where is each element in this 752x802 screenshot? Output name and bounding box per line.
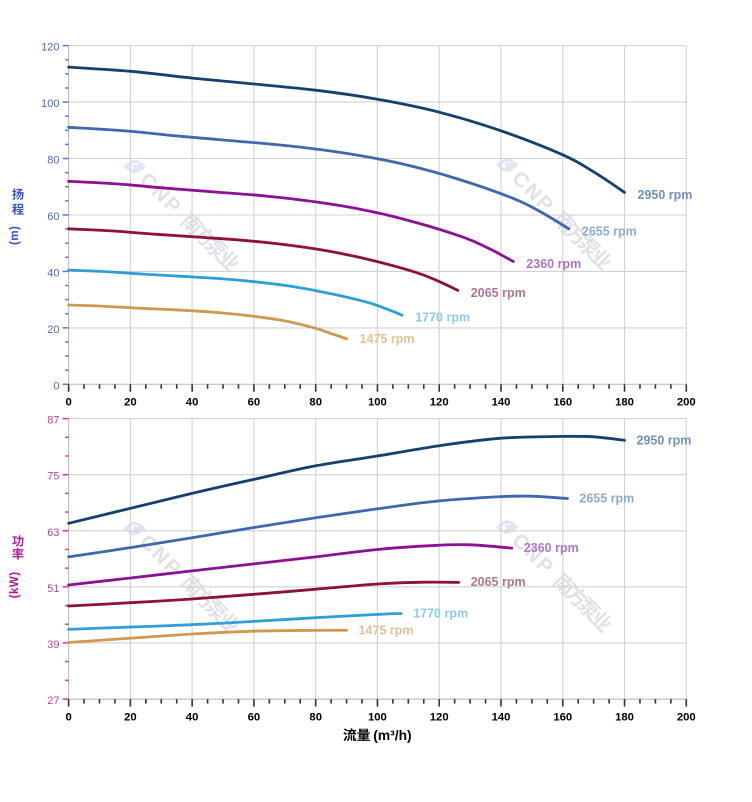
svg-text:1770 rpm: 1770 rpm	[415, 311, 470, 325]
svg-text:100: 100	[368, 711, 387, 723]
svg-text:(m³/h): (m³/h)	[373, 728, 411, 743]
svg-text:40: 40	[186, 711, 199, 723]
svg-text:(kW): (kW)	[9, 571, 21, 598]
svg-text:140: 140	[492, 711, 511, 723]
svg-text:120: 120	[430, 711, 449, 723]
svg-text:2655 rpm: 2655 rpm	[579, 492, 634, 506]
svg-text:80: 80	[309, 711, 322, 723]
svg-text:20: 20	[47, 324, 59, 336]
svg-text:1475 rpm: 1475 rpm	[359, 623, 414, 637]
svg-text:2950 rpm: 2950 rpm	[637, 433, 692, 447]
svg-text:1475 rpm: 1475 rpm	[360, 332, 415, 346]
svg-text:2065 rpm: 2065 rpm	[471, 575, 526, 589]
svg-text:27: 27	[47, 695, 59, 707]
svg-text:1770 rpm: 1770 rpm	[413, 607, 468, 621]
svg-text:2950 rpm: 2950 rpm	[638, 188, 693, 202]
svg-text:60: 60	[47, 211, 59, 223]
svg-text:180: 180	[615, 711, 634, 723]
svg-text:180: 180	[615, 397, 634, 409]
svg-text:0: 0	[65, 711, 71, 723]
svg-text:0: 0	[53, 380, 59, 392]
svg-text:80: 80	[47, 155, 59, 167]
svg-text:40: 40	[47, 267, 59, 279]
svg-text:160: 160	[553, 711, 572, 723]
svg-text:100: 100	[368, 397, 387, 409]
svg-text:2360 rpm: 2360 rpm	[526, 257, 581, 271]
svg-text:200: 200	[677, 711, 696, 723]
svg-text:140: 140	[492, 397, 511, 409]
svg-text:100: 100	[41, 98, 59, 110]
svg-text:(m): (m)	[9, 226, 21, 245]
svg-text:87: 87	[47, 415, 59, 427]
svg-text:39: 39	[47, 639, 59, 651]
svg-text:51: 51	[47, 583, 59, 595]
svg-text:80: 80	[309, 397, 322, 409]
svg-text:40: 40	[186, 397, 199, 409]
svg-text:75: 75	[47, 471, 59, 483]
svg-text:160: 160	[553, 397, 572, 409]
svg-text:20: 20	[124, 711, 137, 723]
svg-text:120: 120	[430, 397, 449, 409]
svg-text:0: 0	[65, 397, 71, 409]
svg-text:63: 63	[47, 527, 59, 539]
svg-text:60: 60	[248, 397, 261, 409]
svg-text:200: 200	[677, 397, 696, 409]
svg-text:60: 60	[248, 711, 261, 723]
svg-text:20: 20	[124, 397, 137, 409]
svg-text:2360 rpm: 2360 rpm	[524, 541, 579, 555]
svg-text:120: 120	[41, 42, 59, 54]
svg-text:2065 rpm: 2065 rpm	[471, 286, 526, 300]
svg-text:2655 rpm: 2655 rpm	[582, 224, 637, 238]
